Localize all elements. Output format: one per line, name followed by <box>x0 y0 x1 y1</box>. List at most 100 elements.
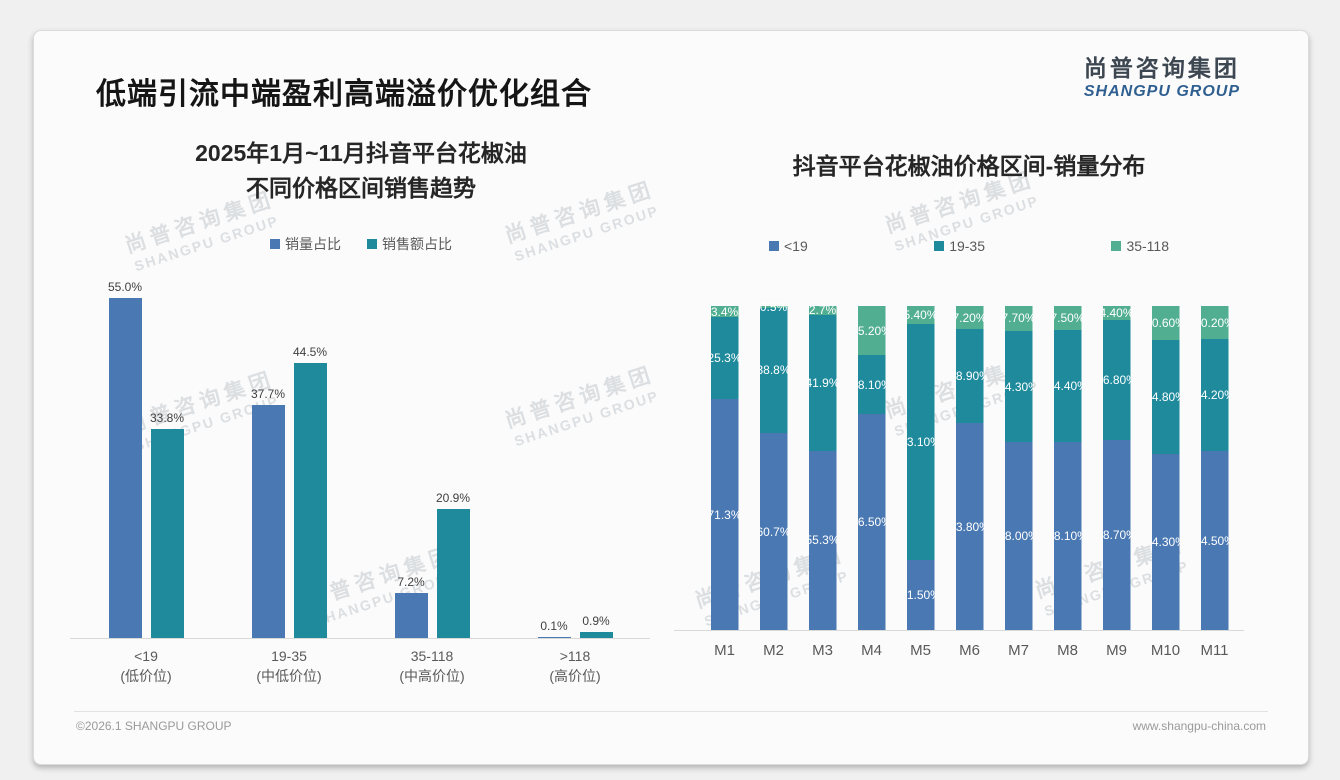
legend-label: 销量占比 <box>285 236 341 252</box>
watermark-text-cn: 尚普咨询集团 <box>502 362 658 433</box>
category-label-sub: (中低价位) <box>256 667 322 684</box>
category-label-sub: (高价位) <box>549 667 601 684</box>
bar-value-label: 0.1% <box>540 619 568 633</box>
bar <box>108 298 142 638</box>
legend-label: 19-35 <box>949 238 985 254</box>
category-label: 35-118 (中高价位) <box>399 647 464 686</box>
legend-item: 销量占比 <box>270 234 341 254</box>
bar-segment: 10.60% <box>1151 306 1180 341</box>
legend-label: 销售额占比 <box>382 236 452 252</box>
segment-label: 25.3% <box>707 351 742 366</box>
bar-segment: 3.4% <box>710 305 739 319</box>
bar-segment: 58.00% <box>1004 442 1033 630</box>
month-label: M3 <box>812 642 833 659</box>
stacked-bar: 66.50% 18.10% 15.20% <box>857 306 886 630</box>
legend-label: 35-118 <box>1126 238 1169 254</box>
stacked-bar: 58.00% 34.30% 7.70% <box>1004 306 1033 630</box>
category-label-main: >118 <box>559 648 591 664</box>
stacked-bar: 60.7% 38.8% 0.5% <box>759 300 788 630</box>
bar-segment: 63.80% <box>955 423 984 630</box>
bar-segment: 73.10% <box>906 323 935 561</box>
legend-item: <19 <box>769 238 808 254</box>
bar <box>537 637 571 638</box>
category-label-main: 19-35 <box>271 648 307 664</box>
bar-segment: 18.10% <box>857 355 886 415</box>
bar <box>579 632 613 638</box>
bar-value-label: 55.0% <box>107 280 143 294</box>
segment-label: 10.20% <box>1194 315 1235 330</box>
bar-segment: 15.20% <box>857 306 886 356</box>
stacked-bar: 63.80% 28.90% 7.20% <box>955 306 984 630</box>
segment-label: 5.40% <box>903 307 938 322</box>
stacked-bar: 55.3% 41.9% 2.7% <box>808 303 837 630</box>
right-chart-legend: <19 19-35 35-118 <box>769 238 1169 254</box>
bar-segment: 71.3% <box>710 399 739 630</box>
segment-label: 73.10% <box>900 434 941 449</box>
legend-item: 19-35 <box>934 238 985 254</box>
footer-divider <box>74 711 1268 712</box>
segment-label: 36.80% <box>1096 372 1137 387</box>
category-label: 19-35 (中低价位) <box>256 647 321 686</box>
segment-label: 41.9% <box>805 375 840 390</box>
segment-label: 34.20% <box>1194 388 1235 403</box>
category-label: >118 (高价位) <box>549 647 600 686</box>
category-label-main: 35-118 <box>410 648 454 664</box>
bar-segment: 10.20% <box>1200 306 1229 340</box>
legend-label: <19 <box>784 238 808 254</box>
legend-swatch <box>270 239 280 249</box>
bar-value-label: 44.5% <box>292 345 328 359</box>
segment-label: 4.40% <box>1099 306 1134 321</box>
footer-website: www.shangpu-china.com <box>1132 719 1266 733</box>
bar-segment: 5.40% <box>906 306 935 324</box>
segment-label: 63.80% <box>949 519 990 534</box>
category-label-sub: (低价位) <box>120 667 172 684</box>
bar <box>293 363 327 638</box>
month-label: M7 <box>1008 642 1029 659</box>
logo: 尚普咨询集团 SHANGPU GROUP <box>1084 49 1240 101</box>
bar-segment: 34.80% <box>1151 340 1180 454</box>
segment-label: 34.40% <box>1047 379 1088 394</box>
bar <box>150 429 184 638</box>
watermark-text-en: SHANGPU GROUP <box>512 387 662 450</box>
bar-segment: 54.30% <box>1151 453 1180 630</box>
slide: 尚普咨询集团 SHANGPU GROUP 尚普咨询集团 SHANGPU GROUP 尚普… <box>33 30 1309 765</box>
month-label: M1 <box>714 642 735 659</box>
logo-text-cn: 尚普咨询集团 <box>1083 55 1240 81</box>
month-label: M11 <box>1200 642 1229 659</box>
bar-segment: 28.90% <box>955 329 984 424</box>
bar-segment: 36.80% <box>1102 320 1131 440</box>
footer-copyright: ©2026.1 SHANGPU GROUP <box>76 719 232 733</box>
bar-segment: 7.50% <box>1053 306 1082 331</box>
segment-label: 18.10% <box>851 377 892 392</box>
month-label: M4 <box>861 642 882 659</box>
segment-label: 2.7% <box>808 303 837 318</box>
category-label-sub: (中高价位) <box>399 667 465 684</box>
segment-label: 7.50% <box>1050 311 1085 326</box>
segment-label: 54.30% <box>1145 534 1186 549</box>
bar-segment: 58.10% <box>1053 441 1082 630</box>
left-chart-legend: 销量占比 销售额占比 <box>141 234 581 254</box>
bar <box>251 405 285 638</box>
legend-item: 销售额占比 <box>367 234 452 254</box>
bar-segment: 58.70% <box>1102 439 1131 630</box>
stacked-bar: 54.50% 34.20% 10.20% <box>1200 306 1229 630</box>
bar-segment: 54.50% <box>1200 451 1229 630</box>
month-label: M2 <box>763 642 784 659</box>
segment-label: 7.70% <box>1001 311 1036 326</box>
segment-label: 58.70% <box>1096 527 1137 542</box>
segment-label: 10.60% <box>1145 316 1186 331</box>
bar-value-label: 0.9% <box>582 614 610 628</box>
stacked-bar: 58.70% 36.80% 4.40% <box>1102 306 1131 630</box>
bar-segment: 4.40% <box>1102 306 1131 321</box>
bar-segment: 66.50% <box>857 414 886 630</box>
segment-label: 60.7% <box>756 524 791 539</box>
segment-label: 58.10% <box>1047 528 1088 543</box>
stacked-bar: 71.3% 25.3% 3.4% <box>710 305 739 630</box>
legend-swatch <box>934 241 945 251</box>
segment-label: 66.50% <box>851 515 892 530</box>
bar-value-label: 37.7% <box>250 387 286 401</box>
bar-value-label: 33.8% <box>149 411 185 425</box>
bar-value-label: 20.9% <box>435 491 471 505</box>
bar-segment: 2.7% <box>808 303 837 318</box>
